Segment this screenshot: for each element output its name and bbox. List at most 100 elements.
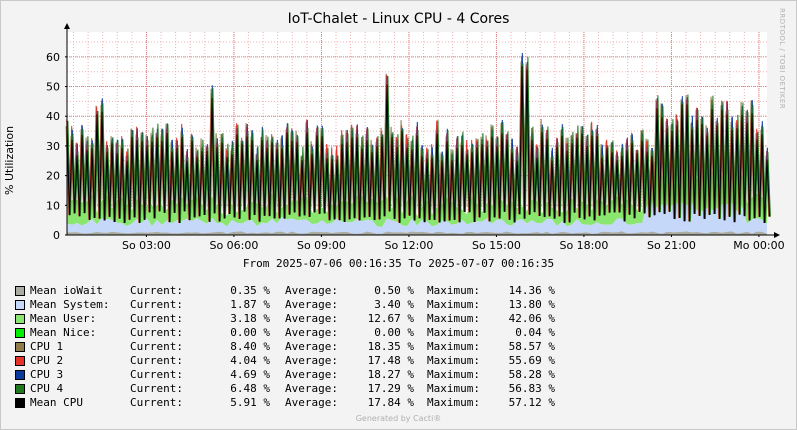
line-mean-cpu [66,65,770,224]
y-tick-label: 0 [53,229,60,242]
legend-current-label: Current: [130,368,183,381]
legend-current-label: Current: [130,298,183,311]
legend-swatch [15,384,25,394]
series-areas [65,52,771,235]
legend-maximum-label: Maximum: [427,298,480,311]
legend-series-name: CPU 4 [30,382,64,395]
x-tick-label: Mo 00:00 [733,239,784,252]
legend-maximum-value: 55.69 % [508,354,555,367]
area-mean-system [67,202,767,234]
x-tick-label: So 21:00 [647,239,696,252]
legend-maximum-value: 13.80 % [508,298,555,311]
legend-current-value: 8.40 % [230,340,270,353]
legend-average-label: Average: [285,326,338,339]
legend-maximum-value: 42.06 % [508,312,555,325]
legend-swatch [15,314,25,324]
x-tick-label: So 06:00 [209,239,258,252]
generated-by-text: Generated by Cacti® [355,414,442,423]
legend-average-label: Average: [285,368,338,381]
legend-series-name: CPU 1 [30,340,64,353]
y-tick-label: 60 [46,51,60,64]
legend-average-label: Average: [285,396,338,409]
legend-average-label: Average: [285,298,338,311]
legend-series-name: Mean Nice: [30,326,97,339]
legend-average-label: Average: [285,284,338,297]
date-range-text: From 2025-07-06 00:16:35 To 2025-07-07 0… [242,257,555,270]
legend-current-label: Current: [130,354,183,367]
legend-maximum-value: 58.57 % [508,340,555,353]
area-mean-iowait [67,231,767,235]
legend-swatch [15,286,25,296]
area-mean-user [67,160,767,227]
tick-labels: 0 10 20 30 40 50 60 So 03:00 So 06:00 So 09:00 So … [46,51,785,252]
legend-average-value: 0.50 % [374,284,414,297]
legend-maximum-value: 14.36 % [508,284,555,297]
legend-maximum-label: Maximum: [427,396,480,409]
legend-series-name: CPU 2 [30,354,64,367]
legend-average-value: 3.40 % [374,298,414,311]
legend-series-name: Mean CPU [30,396,83,409]
legend-current-label: Current: [130,326,183,339]
legend-current-value: 5.91 % [230,396,270,409]
legend-average-label: Average: [285,312,338,325]
legend-average-value: 18.27 % [367,368,414,381]
legend-current-value: 0.00 % [230,326,270,339]
legend-average-value: 12.67 % [367,312,414,325]
y-tick-label: 10 [46,199,60,212]
legend-maximum-value: 57.12 % [508,396,555,409]
legend-series-name: Mean System: [30,298,110,311]
legend-average-value: 17.48 % [367,354,414,367]
legend-swatch [15,328,25,338]
legend-average-value: 0.00 % [374,326,414,339]
axes [64,23,780,238]
legend-maximum-label: Maximum: [427,312,480,325]
legend-average-value: 17.84 % [367,396,414,409]
x-tick-label: So 15:00 [472,239,521,252]
vendor-watermark: RRDTOOL / TOBI OETIKER [778,8,786,110]
y-tick-label: 20 [46,170,60,183]
legend-current-value: 3.18 % [230,312,270,325]
legend-swatch [15,342,25,352]
chart-plot: 0 10 20 30 40 50 60 So 03:00 So 06:00 So 09:00 So … [46,23,785,252]
legend-series-name: Mean ioWait [30,284,103,297]
legend-current-label: Current: [130,396,183,409]
x-tick-label: So 09:00 [297,239,346,252]
legend-maximum-value: 58.28 % [508,368,555,381]
legend-swatch [15,300,25,310]
legend-series-name: CPU 3 [30,368,64,381]
legend-current-value: 4.69 % [230,368,270,381]
legend-current-label: Current: [130,382,183,395]
y-axis-arrow [64,23,70,29]
legend-maximum-label: Maximum: [427,284,480,297]
legend-average-value: 17.29 % [367,382,414,395]
legend-maximum-value: 0.04 % [515,326,555,339]
legend-average-value: 18.35 % [367,340,414,353]
legend-average-label: Average: [285,382,338,395]
legend-current-label: Current: [130,284,183,297]
legend-swatch [15,370,25,380]
legend-maximum-label: Maximum: [427,340,480,353]
legend-current-value: 1.87 % [230,298,270,311]
legend-maximum-label: Maximum: [427,354,480,367]
legend-current-label: Current: [130,312,183,325]
legend-average-label: Average: [285,340,338,353]
legend-average-label: Average: [285,354,338,367]
graph-title: IoT-Chalet - Linux CPU - 4 Cores [287,11,510,27]
legend-current-value: 6.48 % [230,382,270,395]
legend-maximum-label: Maximum: [427,326,480,339]
legend-current-value: 4.04 % [230,354,270,367]
x-tick-label: So 03:00 [122,239,171,252]
x-tick-label: So 18:00 [559,239,608,252]
x-axis-arrow [774,232,780,238]
legend-current-value: 0.35 % [230,284,270,297]
legend-swatch [15,356,25,366]
y-tick-label: 50 [46,81,60,94]
legend-swatch [15,398,25,408]
legend-current-label: Current: [130,340,183,353]
x-tick-label: So 12:00 [384,239,433,252]
legend-series-name: Mean User: [30,312,97,325]
legend-maximum-label: Maximum: [427,368,480,381]
legend-maximum-value: 56.83 % [508,382,555,395]
y-tick-label: 30 [46,140,60,153]
y-tick-label: 40 [46,110,60,123]
